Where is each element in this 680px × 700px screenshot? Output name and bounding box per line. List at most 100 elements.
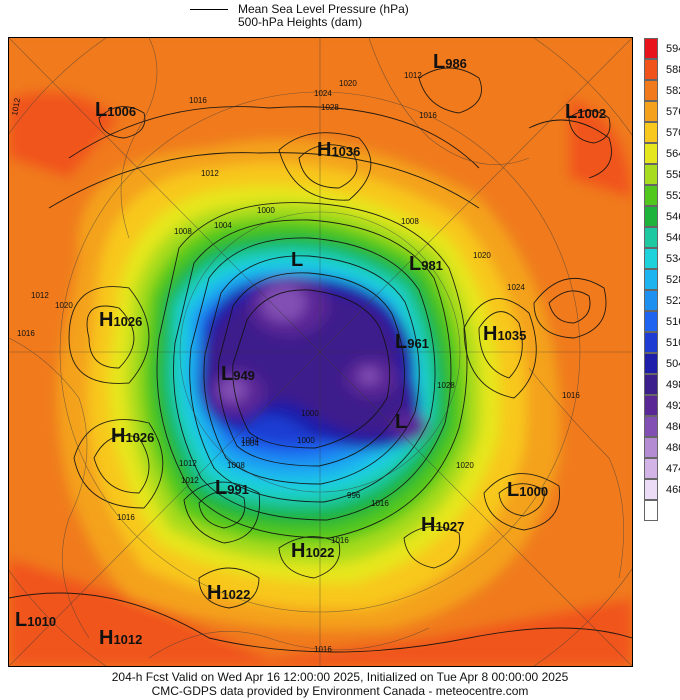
pressure-line-swatch <box>190 8 228 10</box>
scale-swatch <box>644 332 658 353</box>
scale-label: 564 <box>666 148 680 160</box>
low-center-marker: L <box>291 249 304 271</box>
high-center-marker: H1026 <box>111 425 155 447</box>
isobar-label: 1028 <box>437 381 455 390</box>
scale-swatch <box>644 143 658 164</box>
legend-heights-row: 500-hPa Heights (dam) <box>238 15 362 29</box>
legend-pressure-label: Mean Sea Level Pressure (hPa) <box>238 2 409 16</box>
isobar-label: 1016 <box>371 499 389 508</box>
scale-label: 516 <box>666 316 680 328</box>
high-center-marker: H1035 <box>483 323 527 345</box>
isobar-label: 1000 <box>301 409 319 418</box>
scale-label: 528 <box>666 274 680 286</box>
scale-label: 504 <box>666 358 680 370</box>
isobar-label: 1024 <box>314 89 332 98</box>
high-center-marker: H1026 <box>99 309 143 331</box>
high-center-marker: H1022 <box>291 540 335 562</box>
low-center-marker: L981 <box>409 253 443 275</box>
isobar-label: 1020 <box>473 251 491 260</box>
scale-swatch <box>644 311 658 332</box>
high-center-marker: H1027 <box>421 514 465 536</box>
scale-swatch <box>644 437 658 458</box>
isobar-label: 1016 <box>314 645 332 654</box>
weather-map: 1012 1016 1020 1024 1028 1012 1016 1008 … <box>8 37 633 667</box>
scale-swatch <box>644 164 658 185</box>
scale-label: 570 <box>666 127 680 139</box>
isobar-label: 1004 <box>241 439 259 448</box>
scale-swatch <box>644 80 658 101</box>
high-center-marker: H1036 <box>317 139 361 161</box>
low-center-marker: L949 <box>221 363 255 385</box>
scale-swatch <box>644 122 658 143</box>
scale-label: 510 <box>666 337 680 349</box>
scale-label: 486 <box>666 421 680 433</box>
scale-label: 534 <box>666 253 680 265</box>
scale-swatch <box>644 500 658 521</box>
scale-label: 540 <box>666 232 680 244</box>
scale-label: 594 <box>666 43 680 55</box>
scale-swatch <box>644 416 658 437</box>
isobar-label: 1020 <box>339 79 357 88</box>
isobar-label: 1016 <box>562 391 580 400</box>
isobar-label: 1012 <box>10 97 22 117</box>
low-center-marker: L986 <box>433 51 467 73</box>
isobar-label: 1012 <box>31 291 49 300</box>
forecast-valid-line: 204-h Fcst Valid on Wed Apr 16 12:00:00 … <box>111 670 569 684</box>
low-center-marker: L1002 <box>565 101 607 123</box>
scale-swatch <box>644 59 658 80</box>
scale-swatch <box>644 458 658 479</box>
scale-label: 480 <box>666 442 680 454</box>
heights-field: 1012 1016 1020 1024 1028 1012 1016 1008 … <box>9 38 632 666</box>
scale-label: 552 <box>666 190 680 202</box>
legend-pressure-row: Mean Sea Level Pressure (hPa) <box>190 2 409 16</box>
isobar-label: 1016 <box>117 513 135 522</box>
scale-swatch <box>644 290 658 311</box>
scale-swatch <box>644 269 658 290</box>
scale-label: 492 <box>666 400 680 412</box>
scale-swatch <box>644 101 658 122</box>
isobar-label: 1004 <box>214 221 232 230</box>
isobar-label: 1008 <box>227 461 245 470</box>
isobar-label: 1008 <box>174 227 192 236</box>
high-center-marker: H1022 <box>207 582 251 604</box>
low-center-marker: L1000 <box>507 479 549 501</box>
scale-label: 558 <box>666 169 680 181</box>
legend-heights-label: 500-hPa Heights (dam) <box>238 15 363 29</box>
scale-label: 546 <box>666 211 680 223</box>
isobar-label: 1016 <box>419 111 437 120</box>
low-center-marker: L1010 <box>15 609 57 631</box>
low-center-marker: L1006 <box>95 99 137 121</box>
scale-swatch <box>644 353 658 374</box>
scale-swatch <box>644 227 658 248</box>
scale-label: 498 <box>666 379 680 391</box>
low-center-marker: L991 <box>215 477 249 499</box>
isobar-label: 1016 <box>189 96 207 105</box>
isobar-label: 1016 <box>331 536 349 545</box>
low-center-marker: L961 <box>395 331 429 353</box>
isobar-label: 1024 <box>507 283 525 292</box>
high-center-marker: H1012 <box>99 627 143 649</box>
isobar-label: 1020 <box>456 461 474 470</box>
isobar-labels: 1012 1016 1020 1024 1028 1012 1016 1008 … <box>10 71 580 654</box>
scale-label: 468 <box>666 484 680 496</box>
scale-swatch <box>644 185 658 206</box>
data-source-line: CMC-GDPS data provided by Environment Ca… <box>151 684 529 698</box>
scale-label: 522 <box>666 295 680 307</box>
isobar-label: 1004 <box>241 436 259 445</box>
scale-label: 582 <box>666 85 680 97</box>
isobar-label: 1020 <box>55 301 73 310</box>
isobar-label: 1012 <box>201 169 219 178</box>
scale-swatch <box>644 395 658 416</box>
scale-swatch <box>644 374 658 395</box>
low-center-marker: L <box>395 411 408 433</box>
isobar-label: 1000 <box>297 436 315 445</box>
scale-swatch <box>644 206 658 227</box>
isobar-label: 1000 <box>257 206 275 215</box>
scale-label: 576 <box>666 106 680 118</box>
scale-swatch <box>644 38 658 59</box>
scale-swatch <box>644 248 658 269</box>
isobar-label: 1028 <box>321 103 339 112</box>
isobar-label: 996 <box>347 491 361 500</box>
isobar-label: 1016 <box>17 329 35 338</box>
isobar-label: 1012 <box>404 71 422 80</box>
